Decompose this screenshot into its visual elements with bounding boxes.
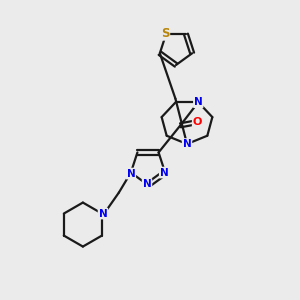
Text: N: N [127, 169, 135, 178]
Text: N: N [99, 208, 107, 219]
Text: N: N [183, 139, 191, 149]
Text: N: N [142, 179, 152, 189]
Text: N: N [194, 97, 203, 107]
Text: S: S [161, 27, 169, 40]
Text: O: O [193, 117, 202, 127]
Text: N: N [160, 168, 169, 178]
